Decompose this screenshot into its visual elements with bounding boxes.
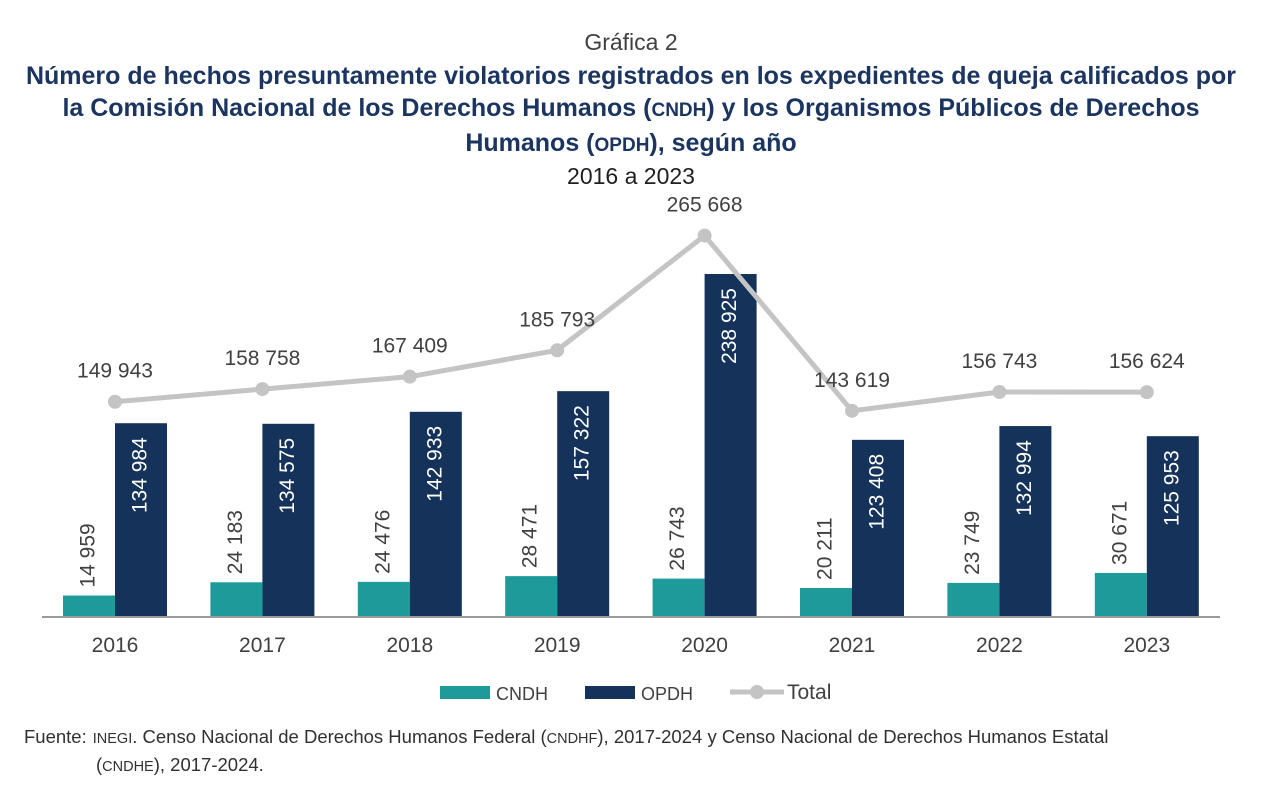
label-cndh-2018: 24 476 — [371, 510, 394, 574]
label-total-2022: 156 743 — [961, 350, 1037, 373]
x-tick-2017: 2017 — [239, 634, 286, 657]
label-opdh-2018: 142 933 — [423, 426, 446, 502]
label-cndh-2017: 24 183 — [224, 510, 247, 574]
legend-swatch-opdh — [585, 686, 635, 699]
bar-opdh-2020 — [704, 274, 757, 617]
x-tick-2022: 2022 — [976, 634, 1023, 657]
bar-opdh-2018 — [409, 411, 462, 617]
label-opdh-2020: 238 925 — [718, 288, 741, 364]
chart-header: Gráfica 2 Número de hechos presuntamente… — [0, 28, 1262, 190]
bar-opdh-2016 — [115, 423, 167, 617]
x-tick-2016: 2016 — [92, 634, 139, 657]
x-tick-2018: 2018 — [386, 634, 433, 657]
source-text-4: ), 2017-2024. — [153, 754, 264, 775]
legend-label-cndh: CNDH — [496, 684, 548, 704]
label-total-2019: 185 793 — [519, 308, 595, 331]
chart-title: Número de hechos presuntamente violatori… — [16, 60, 1246, 162]
source-abbr-inegi: INEGI — [92, 731, 133, 747]
label-cndh-2021: 20 211 — [814, 517, 837, 580]
label-total-2018: 167 409 — [372, 335, 448, 358]
series-total-line — [114, 233, 1147, 414]
point-total-2021 — [845, 403, 859, 418]
label-cndh-2019: 28 471 — [519, 504, 542, 568]
bar-cndh-2017 — [210, 582, 263, 617]
point-total-2023 — [1139, 385, 1154, 400]
bar-cndh-2018 — [357, 581, 410, 617]
source-line-2: (CNDHE), 2017-2024. — [24, 752, 1249, 780]
source-text-1: . Censo Nacional de Derechos Humanos Fed… — [132, 726, 547, 747]
bar-opdh-2019 — [557, 391, 610, 617]
x-tick-2023: 2023 — [1123, 634, 1170, 657]
source-label: Fuente: — [24, 726, 87, 747]
title-abbr-opdh: OPDH — [594, 135, 650, 156]
x-tick-2020: 2020 — [681, 634, 728, 657]
label-cndh-2023: 30 671 — [1108, 501, 1131, 565]
label-opdh-2019: 157 322 — [571, 405, 594, 481]
source-abbr-cndhe: CNDHE — [102, 759, 154, 775]
label-total-2021: 143 619 — [814, 369, 890, 392]
source-text-3: ( — [96, 754, 103, 775]
label-cndh-2022: 23 749 — [961, 511, 984, 575]
source-abbr-cndhf: CNDHF — [546, 731, 598, 747]
label-cndh-2020: 26 743 — [666, 506, 689, 570]
legend-label-opdh: OPDH — [641, 684, 693, 704]
x-tick-2019: 2019 — [534, 634, 581, 657]
point-total-2018 — [402, 369, 417, 384]
bar-opdh-2021 — [852, 439, 904, 617]
chart-kicker: Gráfica 2 — [584, 29, 678, 55]
label-total-2017: 158 758 — [224, 347, 300, 370]
source-text-2: ), 2017-2024 y Censo Nacional de Derecho… — [597, 726, 1109, 747]
label-opdh-2023: 125 953 — [1160, 450, 1183, 526]
bar-cndh-2021 — [800, 587, 852, 617]
legend-marker-total — [750, 685, 764, 699]
title-abbr-cndh: CNDH — [651, 100, 707, 121]
legend-label-total: Total — [787, 681, 831, 704]
label-cndh-2016: 14 959 — [77, 523, 100, 587]
label-opdh-2021: 123 408 — [866, 454, 889, 530]
point-total-2020 — [697, 228, 712, 243]
chart-svg: 14 959 134 984 2016 24 183 134 575 2017 24 476… — [42, 194, 1220, 704]
chart-subtitle: 2016 a 2023 — [567, 163, 695, 189]
bar-cndh-2019 — [505, 576, 558, 617]
label-opdh-2016: 134 984 — [129, 437, 152, 513]
legend-swatch-cndh — [440, 686, 490, 699]
bar-opdh-2017 — [262, 423, 315, 617]
label-total-2023: 156 624 — [1109, 350, 1185, 373]
title-text-2: ) y los Organismos Públicos de Derechos … — [465, 94, 1200, 157]
label-opdh-2017: 134 575 — [276, 438, 299, 514]
bar-cndh-2022 — [947, 582, 1000, 617]
label-total-2020: 265 668 — [667, 194, 743, 217]
point-total-2017 — [255, 382, 270, 397]
x-tick-2021: 2021 — [829, 634, 876, 657]
bar-opdh-2022 — [999, 426, 1052, 617]
bar-cndh-2020 — [652, 578, 705, 617]
label-opdh-2022: 132 994 — [1013, 440, 1036, 516]
point-total-2019 — [550, 343, 565, 358]
point-total-2022 — [992, 384, 1007, 399]
bar-cndh-2016 — [63, 595, 115, 617]
bar-cndh-2023 — [1094, 572, 1147, 617]
title-text-3: ), según año — [649, 129, 797, 157]
source-note: Fuente: INEGI. Censo Nacional de Derechos… — [24, 724, 1249, 780]
source-line-1: Fuente: INEGI. Censo Nacional de Derechos… — [24, 724, 1249, 752]
title-text-1: Número de hechos presuntamente violatori… — [25, 62, 1237, 122]
point-total-2016 — [108, 394, 122, 409]
label-total-2016: 149 943 — [77, 360, 153, 383]
bar-opdh-2023 — [1146, 436, 1199, 617]
